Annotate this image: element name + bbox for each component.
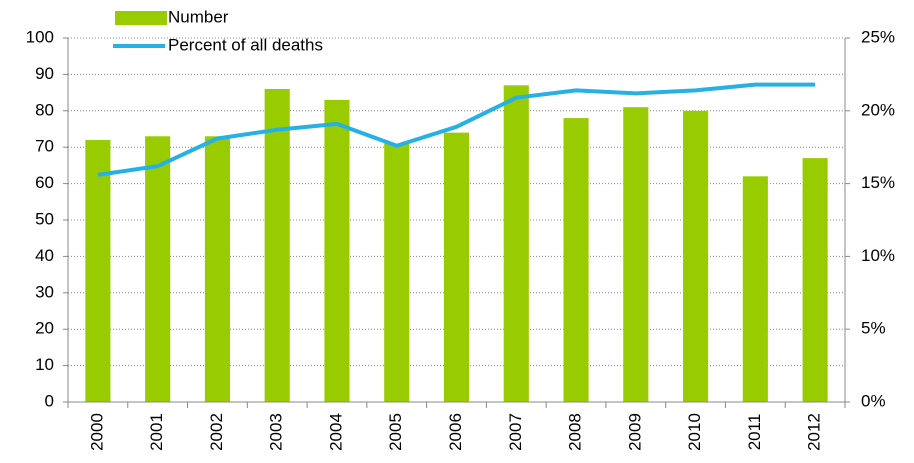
x-tick-label: 2006 — [446, 413, 465, 451]
bar — [85, 139, 111, 403]
x-tick-label: 2012 — [805, 413, 824, 451]
bar — [324, 99, 350, 402]
y2-tick-label: 10% — [861, 246, 895, 265]
legend-label: Percent of all deaths — [168, 35, 323, 54]
x-tick-label: 2009 — [625, 413, 644, 451]
x-tick-label: 2000 — [87, 413, 106, 451]
y-tick-label: 20 — [35, 319, 54, 338]
y2-tick-label: 20% — [861, 100, 895, 119]
x-tick-label: 2010 — [685, 413, 704, 451]
y2-tick-label: 25% — [861, 27, 895, 46]
legend-swatch — [115, 11, 167, 25]
x-tick-label: 2004 — [326, 413, 345, 451]
bar — [683, 110, 709, 403]
bar — [443, 132, 470, 402]
y-tick-label: 90 — [35, 64, 54, 83]
legend-label: Number — [168, 7, 229, 26]
x-tick-label: 2002 — [207, 413, 226, 451]
y-tick-label: 10 — [35, 355, 54, 374]
y-tick-label: 70 — [35, 137, 54, 156]
y-tick-label: 40 — [35, 246, 54, 265]
y2-tick-label: 0% — [861, 391, 886, 410]
x-tick-label: 2003 — [267, 413, 286, 451]
x-tick-label: 2008 — [566, 413, 585, 451]
y-tick-label: 80 — [35, 100, 54, 119]
x-tick-label: 2011 — [745, 414, 764, 451]
y-tick-label: 100 — [26, 27, 54, 46]
y-tick-label: 60 — [35, 173, 54, 192]
bar — [623, 107, 649, 402]
y-tick-label: 0 — [45, 391, 54, 410]
x-tick-label: 2007 — [506, 413, 525, 451]
bar — [503, 85, 529, 402]
bar — [802, 158, 828, 402]
y2-tick-label: 15% — [861, 173, 895, 192]
x-tick-label: 2005 — [386, 413, 405, 451]
bar — [145, 136, 171, 402]
x-tick-label: 2001 — [147, 413, 166, 451]
y-tick-label: 50 — [35, 209, 54, 228]
line — [97, 82, 816, 177]
bar — [204, 136, 230, 402]
bar — [264, 88, 290, 403]
bar — [384, 143, 410, 402]
y-tick-label: 30 — [35, 282, 54, 301]
y2-tick-label: 5% — [861, 319, 886, 338]
bar — [563, 118, 589, 402]
bar — [742, 176, 768, 402]
